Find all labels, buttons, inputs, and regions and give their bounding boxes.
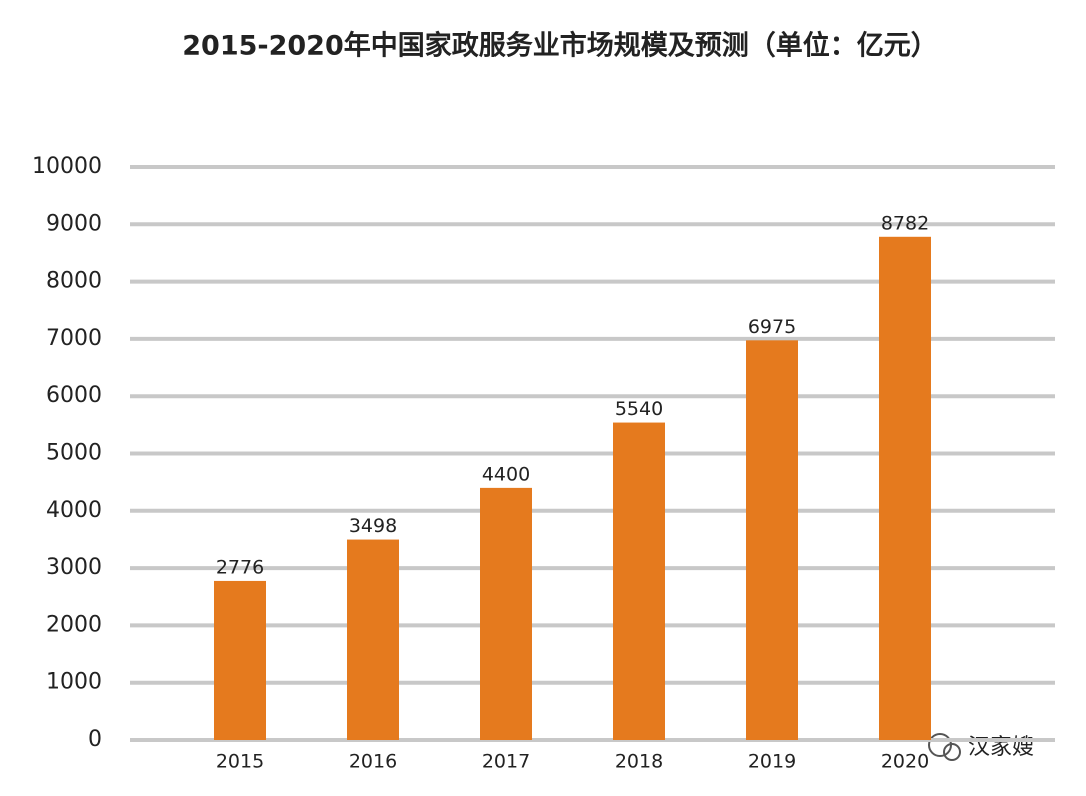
- watermark-icon: [943, 743, 961, 761]
- x-tick-label: 2017: [482, 751, 530, 773]
- y-tick-label: 9000: [46, 211, 102, 236]
- value-label: 2776: [216, 556, 264, 578]
- x-tick-label: 2019: [748, 751, 796, 773]
- y-tick-label: 8000: [46, 269, 102, 294]
- bar: [613, 422, 665, 740]
- y-tick-label: 0: [88, 727, 102, 752]
- bar: [879, 236, 931, 741]
- y-tick-label: 4000: [46, 498, 102, 523]
- y-tick-label: 3000: [46, 555, 102, 580]
- y-tick-label: 1000: [46, 670, 102, 695]
- value-label: 5540: [615, 398, 663, 420]
- bar: [480, 487, 532, 740]
- x-tick-label: 2018: [615, 751, 663, 773]
- y-tick-label: 5000: [46, 441, 102, 466]
- value-label: 6975: [748, 316, 796, 338]
- x-tick-label: 2020: [881, 751, 929, 773]
- value-label: 3498: [349, 515, 397, 537]
- value-label: 4400: [482, 463, 530, 485]
- y-tick-label: 10000: [32, 154, 102, 179]
- bar: [347, 539, 399, 740]
- value-label: 8782: [881, 212, 929, 234]
- x-tick-label: 2016: [349, 751, 397, 773]
- bar: [746, 340, 798, 740]
- y-tick-label: 6000: [46, 383, 102, 408]
- y-tick-label: 2000: [46, 612, 102, 637]
- chart-title: 2015-2020年中国家政服务业市场规模及预测（单位：亿元）: [182, 30, 938, 62]
- y-tick-label: 7000: [46, 326, 102, 351]
- x-tick-label: 2015: [216, 751, 264, 773]
- bar: [214, 580, 266, 740]
